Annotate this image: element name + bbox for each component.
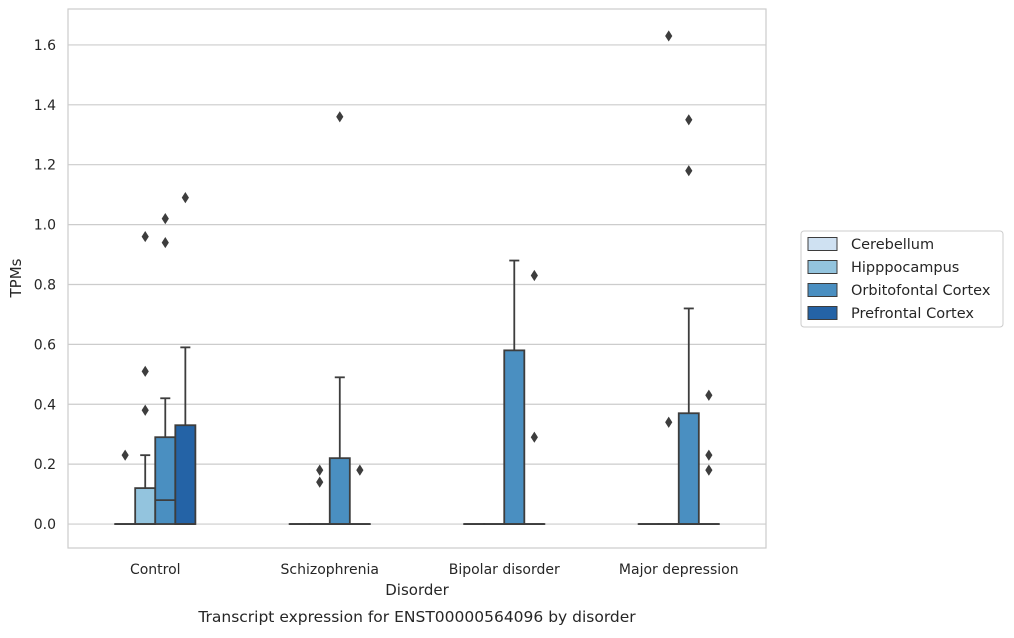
box [175, 425, 195, 524]
legend-swatch [808, 284, 837, 297]
outlier-point [685, 165, 692, 176]
legend-label: Cerebellum [851, 237, 934, 253]
outlier-point [531, 432, 538, 443]
legend-label: Prefrontal Cortex [851, 306, 974, 322]
outlier-point [142, 405, 149, 416]
outlier-point [142, 366, 149, 377]
legend-label: Hipppocampus [851, 260, 959, 276]
x-tick-label: Schizophrenia [281, 562, 379, 578]
x-tick-label: Control [130, 562, 181, 578]
outlier-point [665, 30, 672, 41]
legend-swatch [808, 307, 837, 320]
outlier-point [122, 450, 129, 461]
y-tick-label: 1.2 [34, 158, 56, 174]
y-tick-label: 0.0 [34, 517, 56, 533]
legend: Cerebellum Hipppocampus Orbitofontal Corte… [801, 231, 1003, 327]
outlier-point [162, 237, 169, 248]
y-tick-label: 0.4 [34, 397, 56, 413]
chart-caption: Transcript expression for ENST0000056409… [197, 608, 636, 626]
box [330, 458, 350, 524]
outlier-point [356, 465, 363, 476]
outlier-point [665, 417, 672, 428]
outlier-point [336, 111, 343, 122]
outlier-point [531, 270, 538, 281]
y-tick-label: 1.4 [34, 98, 56, 114]
x-tick-label: Bipolar disorder [449, 562, 560, 578]
outlier-layer [122, 30, 713, 487]
y-tick-label: 1.6 [34, 38, 56, 54]
outlier-point [705, 390, 712, 401]
box [155, 437, 175, 524]
y-tick-label: 1.0 [34, 218, 56, 234]
y-tick-label: 0.2 [34, 457, 56, 473]
outlier-point [705, 450, 712, 461]
box [679, 413, 699, 524]
outlier-point [316, 477, 323, 488]
outlier-point [316, 465, 323, 476]
outlier-point [142, 231, 149, 242]
outlier-point [162, 213, 169, 224]
box-layer [115, 261, 719, 525]
y-axis-title: TPMs [7, 258, 25, 298]
x-axis-title: Disorder [385, 581, 449, 599]
y-tick-label: 0.6 [34, 337, 56, 353]
outlier-point [705, 465, 712, 476]
y-tick-label: 0.8 [34, 277, 56, 293]
box [135, 488, 155, 524]
legend-label: Orbitofontal Cortex [851, 283, 991, 299]
outlier-point [182, 192, 189, 203]
legend-swatch [808, 261, 837, 274]
box [504, 350, 524, 524]
legend-swatch [808, 238, 837, 251]
outlier-point [685, 114, 692, 125]
x-tick-label: Major depression [619, 562, 739, 578]
